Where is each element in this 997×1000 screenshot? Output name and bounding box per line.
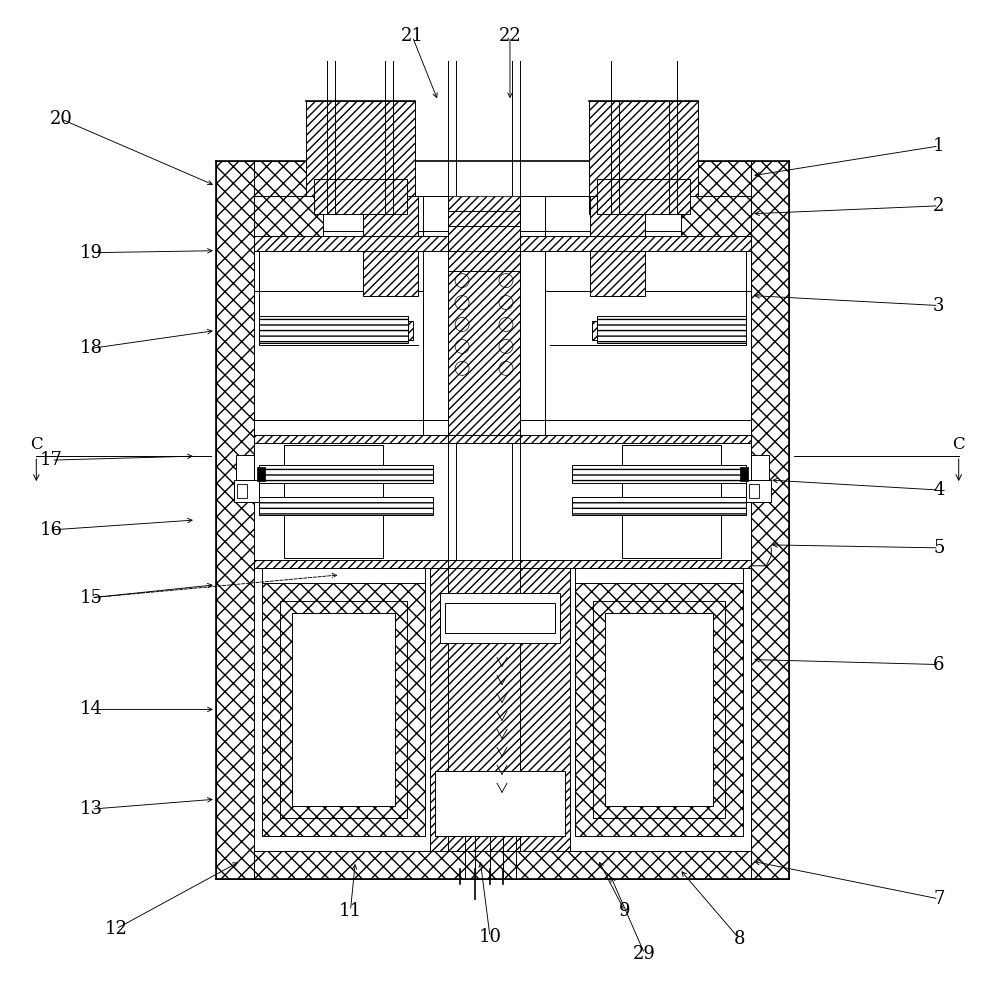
Text: 20: 20 — [50, 110, 73, 128]
Text: 14: 14 — [80, 700, 103, 718]
Text: 3: 3 — [933, 297, 944, 315]
Text: 18: 18 — [80, 339, 103, 357]
Text: 16: 16 — [40, 521, 63, 539]
Text: 6: 6 — [933, 656, 944, 674]
Bar — [256, 467, 264, 481]
Text: 10: 10 — [479, 928, 501, 946]
Bar — [572, 465, 747, 483]
Bar — [291, 613, 395, 806]
Bar — [747, 480, 772, 502]
Bar — [253, 236, 752, 251]
Text: 1: 1 — [933, 137, 944, 155]
Text: 2: 2 — [933, 197, 944, 215]
Text: 9: 9 — [619, 902, 630, 920]
Bar — [253, 196, 752, 435]
Bar — [258, 465, 433, 483]
Bar — [593, 601, 726, 818]
Bar — [682, 196, 752, 236]
Bar — [590, 196, 645, 296]
Bar — [448, 196, 520, 435]
Bar — [253, 560, 752, 568]
Bar — [233, 480, 258, 502]
Text: 4: 4 — [933, 481, 944, 499]
Text: 5: 5 — [933, 539, 944, 557]
Text: 7: 7 — [933, 890, 944, 908]
Bar — [235, 455, 253, 483]
Bar — [622, 445, 722, 558]
Bar — [741, 467, 749, 481]
Text: C: C — [30, 436, 43, 453]
Bar — [752, 161, 790, 879]
Bar — [572, 497, 747, 515]
Text: 19: 19 — [80, 244, 103, 262]
Bar — [313, 179, 407, 214]
Bar — [215, 161, 253, 879]
Bar — [283, 445, 383, 558]
Bar — [440, 593, 560, 643]
Bar — [279, 601, 407, 818]
Bar — [261, 583, 425, 836]
Text: 13: 13 — [80, 800, 103, 818]
Bar — [253, 435, 752, 443]
Text: 12: 12 — [105, 920, 128, 938]
Bar — [305, 101, 415, 214]
Bar — [657, 161, 752, 196]
Bar — [605, 613, 714, 806]
Bar — [589, 101, 699, 214]
Text: 17: 17 — [40, 451, 63, 469]
Text: 8: 8 — [734, 930, 745, 948]
Bar — [597, 316, 747, 343]
Bar — [258, 321, 413, 340]
Text: C: C — [952, 436, 965, 453]
Bar — [597, 179, 691, 214]
Text: 29: 29 — [633, 945, 656, 963]
Bar — [253, 196, 323, 236]
Text: 21: 21 — [401, 27, 424, 45]
Bar — [750, 484, 760, 498]
Text: 11: 11 — [339, 902, 362, 920]
Bar — [253, 851, 752, 879]
Bar — [258, 316, 408, 343]
Bar — [253, 568, 752, 851]
Bar — [435, 771, 565, 836]
Bar — [363, 196, 418, 296]
Text: 22: 22 — [498, 27, 521, 45]
Bar — [430, 568, 570, 851]
Text: 15: 15 — [80, 589, 103, 607]
Bar — [253, 161, 348, 196]
Bar — [592, 321, 747, 340]
Bar — [236, 484, 246, 498]
Bar — [258, 497, 433, 515]
Bar — [445, 603, 555, 633]
Bar — [575, 583, 744, 836]
Bar — [752, 455, 770, 483]
